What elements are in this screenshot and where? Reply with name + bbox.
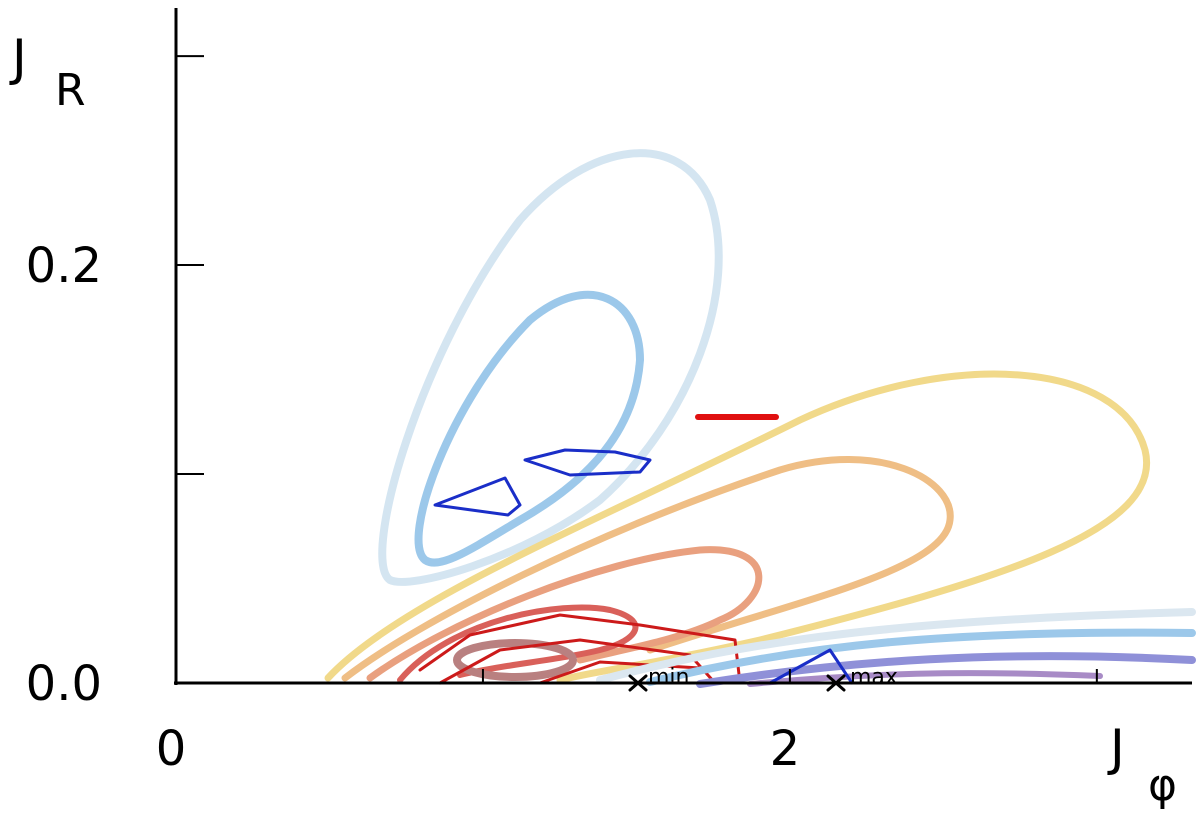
annotation: max: [850, 665, 898, 690]
contour: [414, 290, 644, 567]
y-tick-label: 0.0: [26, 656, 102, 712]
contour: [324, 370, 1151, 684]
contour: [646, 628, 1196, 686]
x-axis-label-sub: φ: [1148, 760, 1177, 811]
x-axis-label: J: [1107, 719, 1125, 777]
contour: [747, 670, 1103, 687]
contour: [378, 149, 723, 586]
contour: [696, 652, 1196, 688]
y-axis-label: J: [9, 29, 27, 87]
contour: [341, 456, 954, 682]
contour: [453, 639, 577, 681]
x-tick-label: 2: [770, 721, 801, 777]
contours: [324, 149, 1196, 692]
annotation: min: [648, 665, 690, 690]
contour: [397, 604, 639, 683]
x-tick-label: 0: [156, 721, 187, 777]
contour: [596, 608, 1196, 684]
y-axis-label-sub: R: [55, 65, 86, 116]
y-tick-label: 0.2: [26, 238, 102, 294]
contour: [366, 546, 763, 682]
